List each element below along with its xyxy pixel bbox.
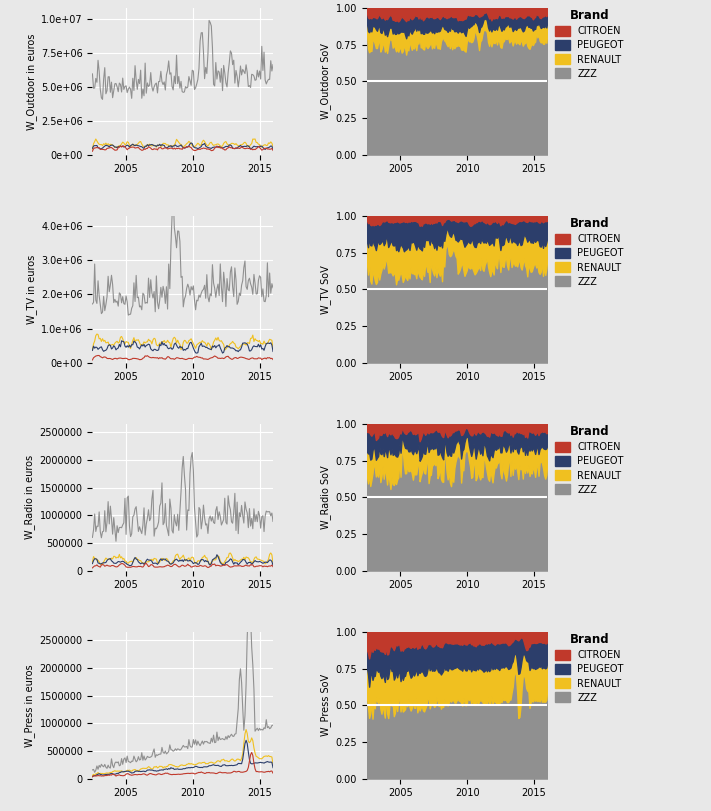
Y-axis label: W_Outdoor in euros: W_Outdoor in euros — [26, 33, 37, 130]
Legend: CITROEN, PEUGEOT, RENAULT, ZZZ: CITROEN, PEUGEOT, RENAULT, ZZZ — [551, 213, 628, 290]
Y-axis label: W_Outdoor SoV: W_Outdoor SoV — [321, 44, 331, 119]
Y-axis label: W_Press in euros: W_Press in euros — [24, 664, 36, 747]
Y-axis label: W_TV in euros: W_TV in euros — [26, 255, 37, 324]
Legend: CITROEN, PEUGEOT, RENAULT, ZZZ: CITROEN, PEUGEOT, RENAULT, ZZZ — [551, 5, 628, 83]
Y-axis label: W_Radio SoV: W_Radio SoV — [321, 466, 331, 529]
Y-axis label: W_Press SoV: W_Press SoV — [321, 674, 331, 736]
Legend: CITROEN, PEUGEOT, RENAULT, ZZZ: CITROEN, PEUGEOT, RENAULT, ZZZ — [551, 421, 628, 499]
Y-axis label: W_Radio in euros: W_Radio in euros — [24, 455, 36, 539]
Legend: CITROEN, PEUGEOT, RENAULT, ZZZ: CITROEN, PEUGEOT, RENAULT, ZZZ — [551, 629, 628, 706]
Y-axis label: W_TV SoV: W_TV SoV — [321, 265, 331, 314]
